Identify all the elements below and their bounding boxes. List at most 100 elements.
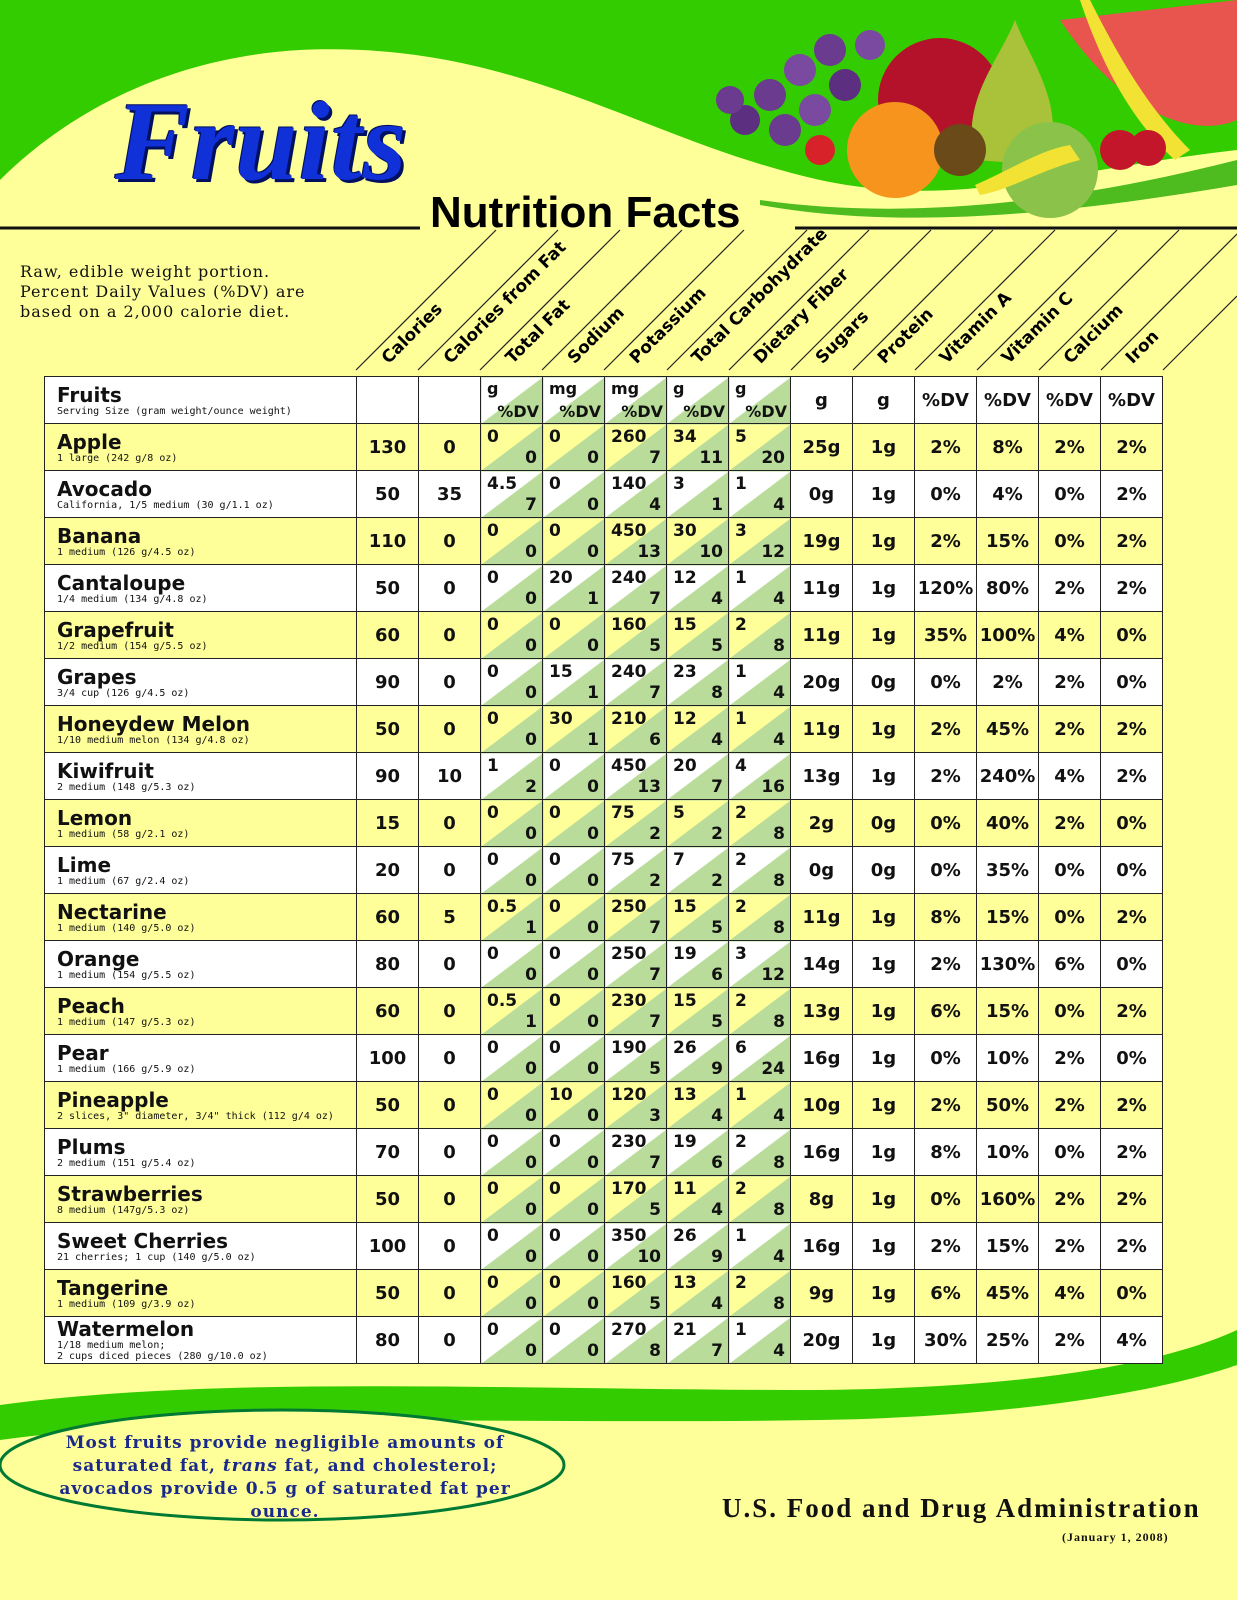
fiber-amount: 2 [735,1273,747,1293]
unit-cell: %DV [1038,376,1101,424]
carb-amount: 23 [673,662,697,682]
unit-cell: mg %DV [542,376,605,424]
fiber-amount: 3 [735,944,747,964]
potassium-dv: 3 [649,1106,661,1126]
potassium-cell: 250 7 [604,893,667,941]
fiber-amount: 4 [735,756,747,776]
calcium-cell: 2% [1038,1222,1101,1270]
cal-cell: 60 [356,893,419,941]
carb-cell: 30 10 [666,517,729,565]
fiber-amount: 1 [735,1226,747,1246]
fiber-dv: 4 [773,1341,785,1361]
carb-amount: 13 [673,1085,697,1105]
calcium-cell: 4% [1038,752,1101,800]
serving-size: 1 medium (126 g/4.5 oz) [57,546,196,558]
iron-cell: 2% [1100,564,1163,612]
fat-amount: 0 [487,521,499,541]
fat-amount: 0 [487,427,499,447]
carb-cell: 13 4 [666,1081,729,1129]
sugars-cell: 16g [790,1034,853,1082]
fiber-amount: 5 [735,427,747,447]
carb-cell: 15 5 [666,611,729,659]
carb-dv: 9 [711,1247,723,1267]
carb-amount: 19 [673,944,697,964]
calfat-cell: 0 [418,846,481,894]
serving-size: 2 slices, 3" diameter, 3/4" thick (112 g… [57,1110,334,1122]
calfat-cell: 10 [418,752,481,800]
vitc-cell: 15% [976,517,1039,565]
fat-dv: 0 [525,683,537,703]
fiber-cell: 3 12 [728,940,791,988]
potassium-amount: 450 [611,521,647,541]
iron-cell: 2% [1100,470,1163,518]
potassium-dv: 8 [649,1341,661,1361]
table-row: Peach 1 medium (147 g/5.3 oz) 60 0 0.5 1 0 0 230… [44,987,1163,1035]
table-row: Tangerine 1 medium (109 g/3.9 oz) 50 0 0 0 0 0 1… [44,1269,1163,1317]
fiber-amount: 2 [735,850,747,870]
sugars-cell: 8g [790,1175,853,1223]
potassium-amount: 160 [611,615,647,635]
fruit-name-cell: Kiwifruit 2 medium (148 g/5.3 oz) [44,752,357,800]
potassium-cell: 190 5 [604,1034,667,1082]
potassium-cell: 350 10 [604,1222,667,1270]
carb-amount: 19 [673,1132,697,1152]
sodium-dv: 0 [587,1294,599,1314]
potassium-cell: 140 4 [604,470,667,518]
serving-size: 1 medium (67 g/2.4 oz) [57,875,190,887]
sodium-amount: 0 [549,850,561,870]
serving-size: 1 medium (109 g/3.9 oz) [57,1298,196,1310]
fat-dv: 0 [525,542,537,562]
sugars-cell: 11g [790,705,853,753]
vita-cell: 120% [914,564,977,612]
fiber-dv: 8 [773,918,785,938]
sodium-amount: 0 [549,427,561,447]
calcium-cell: 0% [1038,470,1101,518]
carb-dv: 7 [711,1341,723,1361]
fruit-name-cell: Lime 1 medium (67 g/2.4 oz) [44,846,357,894]
carb-amount: 13 [673,1273,697,1293]
fat-cell: 0.5 1 [480,893,543,941]
cal-cell: 80 [356,940,419,988]
fat-amount: 0 [487,662,499,682]
potassium-amount: 230 [611,1132,647,1152]
table-row: Cantaloupe 1/4 medium (134 g/4.8 oz) 50 0 0 0… [44,564,1163,612]
fruit-name: Plums [57,1134,126,1159]
serving-size: 1 medium (58 g/2.1 oz) [57,828,190,840]
unit-label: g [673,379,685,398]
vita-cell: 35% [914,611,977,659]
vitc-cell: 10% [976,1128,1039,1176]
potassium-cell: 230 7 [604,987,667,1035]
fruit-name: Nectarine [57,899,167,924]
calcium-cell: 0% [1038,1128,1101,1176]
sodium-dv: 0 [587,1341,599,1361]
table-row: Lime 1 medium (67 g/2.4 oz) 20 0 0 0 0 0 75 2 7 2 2 8… [44,846,1163,894]
fruit-name-cell: Pineapple 2 slices, 3" diameter, 3/4" thi… [44,1081,357,1129]
carb-cell: 23 8 [666,658,729,706]
potassium-dv: 7 [649,1153,661,1173]
carb-dv: 10 [699,542,723,562]
carb-cell: 20 7 [666,752,729,800]
sodium-amount: 0 [549,991,561,1011]
vitc-cell: 160% [976,1175,1039,1223]
potassium-cell: 260 7 [604,423,667,471]
sugars-cell: 13g [790,987,853,1035]
carb-amount: 26 [673,1038,697,1058]
carb-cell: 26 9 [666,1034,729,1082]
fruit-name-cell: Pear 1 medium (166 g/5.9 oz) [44,1034,357,1082]
protein-cell: 1g [852,1175,915,1223]
carb-dv: 5 [711,636,723,656]
potassium-cell: 120 3 [604,1081,667,1129]
fat-dv: 1 [525,918,537,938]
